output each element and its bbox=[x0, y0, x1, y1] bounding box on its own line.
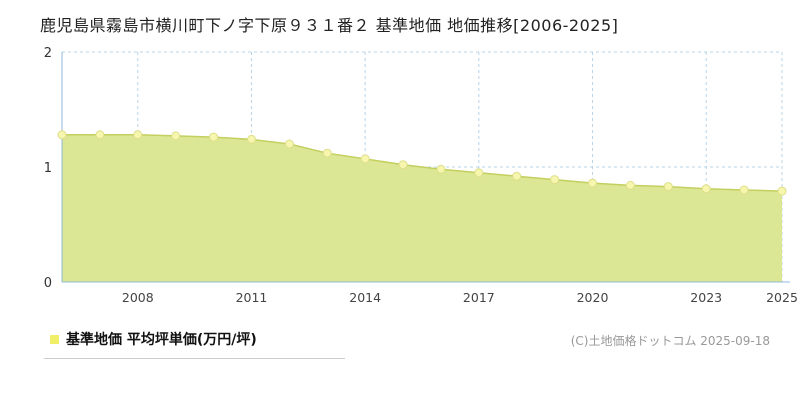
legend-label: 基準地価 平均坪単価(万円/坪) bbox=[66, 332, 257, 348]
data-point bbox=[209, 132, 219, 142]
x-tick-label: 2014 bbox=[349, 290, 381, 305]
data-point bbox=[739, 185, 749, 195]
y-tick-label: 2 bbox=[44, 46, 52, 61]
x-tick-label: 2025 bbox=[766, 290, 798, 305]
x-tick-label: 2023 bbox=[690, 290, 722, 305]
area-series bbox=[62, 134, 782, 282]
price-trend-chart: 0 1 2 2008 2011 2014 2017 2020 2023 2025 bbox=[44, 46, 798, 305]
data-point bbox=[284, 139, 294, 149]
y-tick-label: 0 bbox=[44, 276, 52, 291]
data-point bbox=[133, 130, 143, 140]
copyright-text: (C)土地価格ドットコム 2025-09-18 bbox=[570, 334, 770, 348]
y-tick-label: 1 bbox=[44, 161, 52, 176]
data-point bbox=[247, 134, 256, 144]
legend: 基準地価 平均坪単価(万円/坪) bbox=[44, 326, 345, 359]
data-point bbox=[95, 130, 105, 140]
data-point bbox=[701, 184, 711, 194]
data-point bbox=[436, 164, 446, 174]
x-tick-label: 2020 bbox=[577, 290, 609, 305]
data-point bbox=[588, 178, 597, 188]
data-point bbox=[663, 182, 673, 192]
series-line bbox=[62, 134, 783, 192]
data-point bbox=[57, 130, 67, 140]
data-point bbox=[322, 148, 332, 158]
legend-marker-icon bbox=[50, 334, 59, 344]
data-point bbox=[474, 168, 484, 178]
data-point bbox=[777, 186, 787, 196]
data-point bbox=[625, 180, 635, 190]
data-point bbox=[512, 171, 522, 181]
data-point bbox=[360, 154, 370, 164]
data-point bbox=[550, 175, 560, 185]
chart-area: 0 1 2 2008 2011 2014 2017 2020 2023 2025 bbox=[0, 38, 800, 324]
footer-row: 基準地価 平均坪単価(万円/坪) (C)土地価格ドットコム 2025-09-18 bbox=[0, 324, 800, 359]
x-tick-label: 2017 bbox=[463, 290, 495, 305]
page-title: 鹿児島県霧島市横川町下ノ字下原９３１番２ 基準地価 地価推移[2006-2025… bbox=[40, 16, 619, 35]
data-point bbox=[398, 160, 408, 170]
data-point bbox=[171, 131, 181, 141]
x-tick-label: 2008 bbox=[122, 290, 154, 305]
x-tick-label: 2011 bbox=[236, 290, 268, 305]
